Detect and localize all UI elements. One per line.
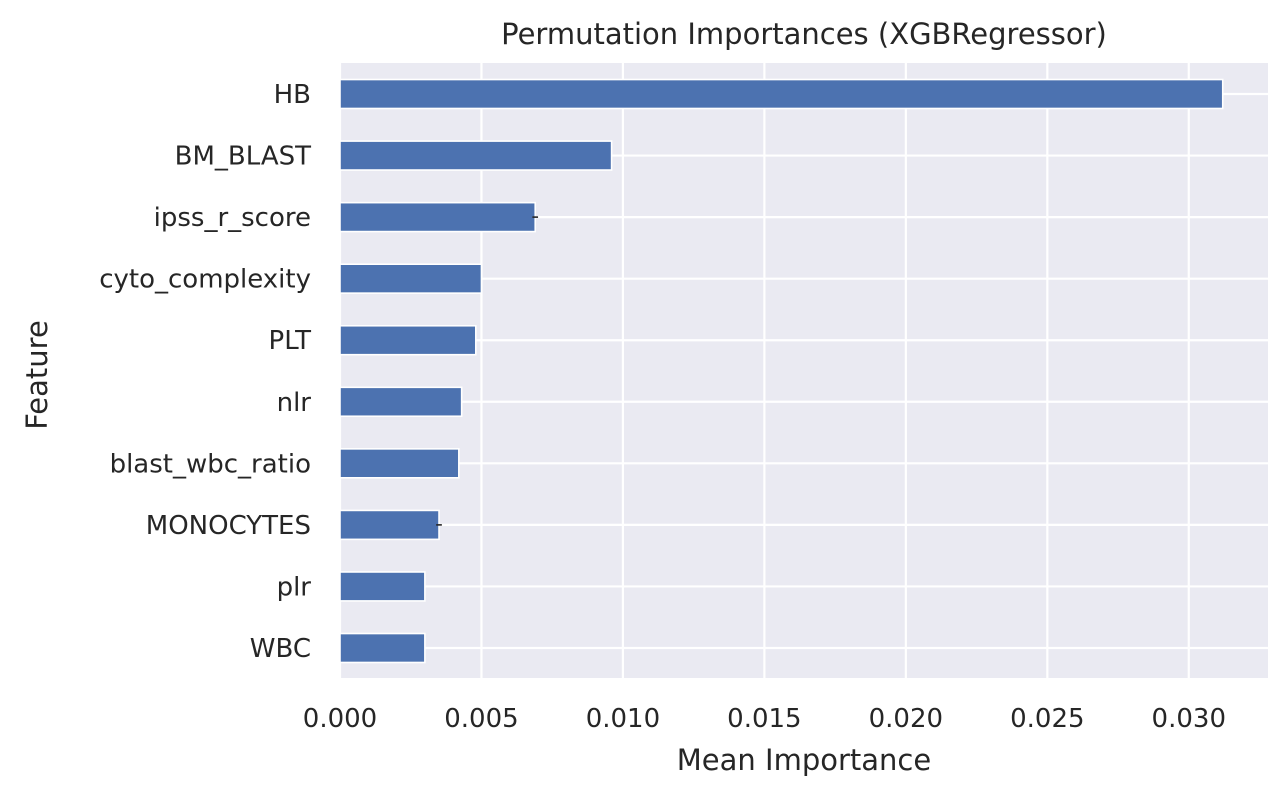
bar-blast-wbc-ratio [339,448,460,479]
bar-cyto-complexity [339,263,483,294]
x-tick-label: 0.015 [727,704,801,734]
y-tick-labels: HB BM_BLAST ipss_r_score cyto_complexity PLT… [99,80,311,664]
bar-nlr [339,386,463,418]
y-tick-label: HB [274,80,311,110]
bar-ipss-r-score [339,201,537,233]
y-tick-label: WBC [250,634,311,664]
x-axis-title: Mean Importance [677,743,931,777]
x-tick-label: 0.010 [586,704,660,734]
y-tick-label: blast_wbc_ratio [110,449,311,479]
y-tick-label: ipss_r_score [154,203,311,233]
bar-wbc [339,632,426,664]
x-tick-label: 0.025 [1010,704,1084,734]
y-tick-label: MONOCYTES [146,511,311,541]
chart-title: Permutation Importances (XGBRegressor) [501,17,1107,51]
y-tick-label: PLT [269,326,312,356]
y-tick-label: cyto_complexity [99,265,311,295]
y-tick-label: plr [277,572,312,602]
bar-monocytes [339,509,440,541]
x-tick-labels: 0.000 0.005 0.010 0.015 0.020 0.025 0.030 [303,704,1226,734]
bar-bm-blast [339,140,613,171]
y-axis-title: Feature [20,320,54,430]
y-tick-label: BM_BLAST [175,142,311,172]
x-tick-label: 0.020 [869,704,943,734]
x-tick-label: 0.005 [444,704,518,734]
bar-plr [339,571,426,602]
x-tick-label: 0.000 [303,704,377,734]
x-tick-label: 0.030 [1152,704,1226,734]
bar-hb [339,78,1224,110]
bars [339,78,1224,664]
y-tick-label: nlr [277,388,312,418]
bar-plt [339,324,477,356]
